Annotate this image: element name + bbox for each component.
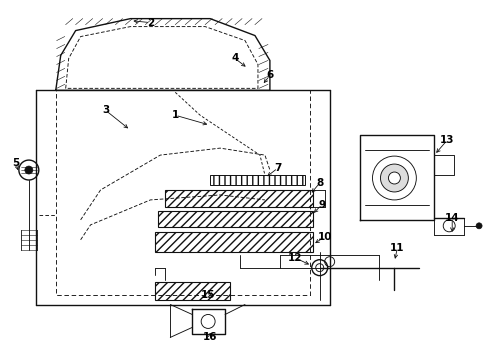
Text: 15: 15 <box>201 289 216 300</box>
Text: 2: 2 <box>147 18 154 28</box>
Text: 10: 10 <box>318 232 332 242</box>
Bar <box>158 211 313 227</box>
Text: 9: 9 <box>318 200 325 210</box>
Bar <box>155 282 230 300</box>
Circle shape <box>25 166 33 174</box>
Text: 11: 11 <box>390 243 405 253</box>
Circle shape <box>476 223 482 229</box>
Bar <box>155 232 313 252</box>
Text: 8: 8 <box>316 178 323 188</box>
Text: 16: 16 <box>203 332 218 342</box>
Circle shape <box>389 172 400 184</box>
Bar <box>165 190 313 207</box>
Circle shape <box>316 264 324 272</box>
Text: 5: 5 <box>12 158 20 168</box>
Text: 14: 14 <box>445 213 460 223</box>
Text: 4: 4 <box>231 54 239 63</box>
Bar <box>210 175 305 185</box>
Bar <box>210 175 305 185</box>
Bar <box>165 190 313 207</box>
Circle shape <box>380 164 408 192</box>
Text: 13: 13 <box>440 135 454 145</box>
Bar <box>158 211 313 227</box>
Text: 3: 3 <box>102 105 109 115</box>
Bar <box>155 232 313 252</box>
Bar <box>155 282 230 300</box>
Text: 6: 6 <box>266 71 273 80</box>
Text: 7: 7 <box>274 163 282 173</box>
Text: 1: 1 <box>172 110 179 120</box>
Text: 12: 12 <box>288 253 302 263</box>
